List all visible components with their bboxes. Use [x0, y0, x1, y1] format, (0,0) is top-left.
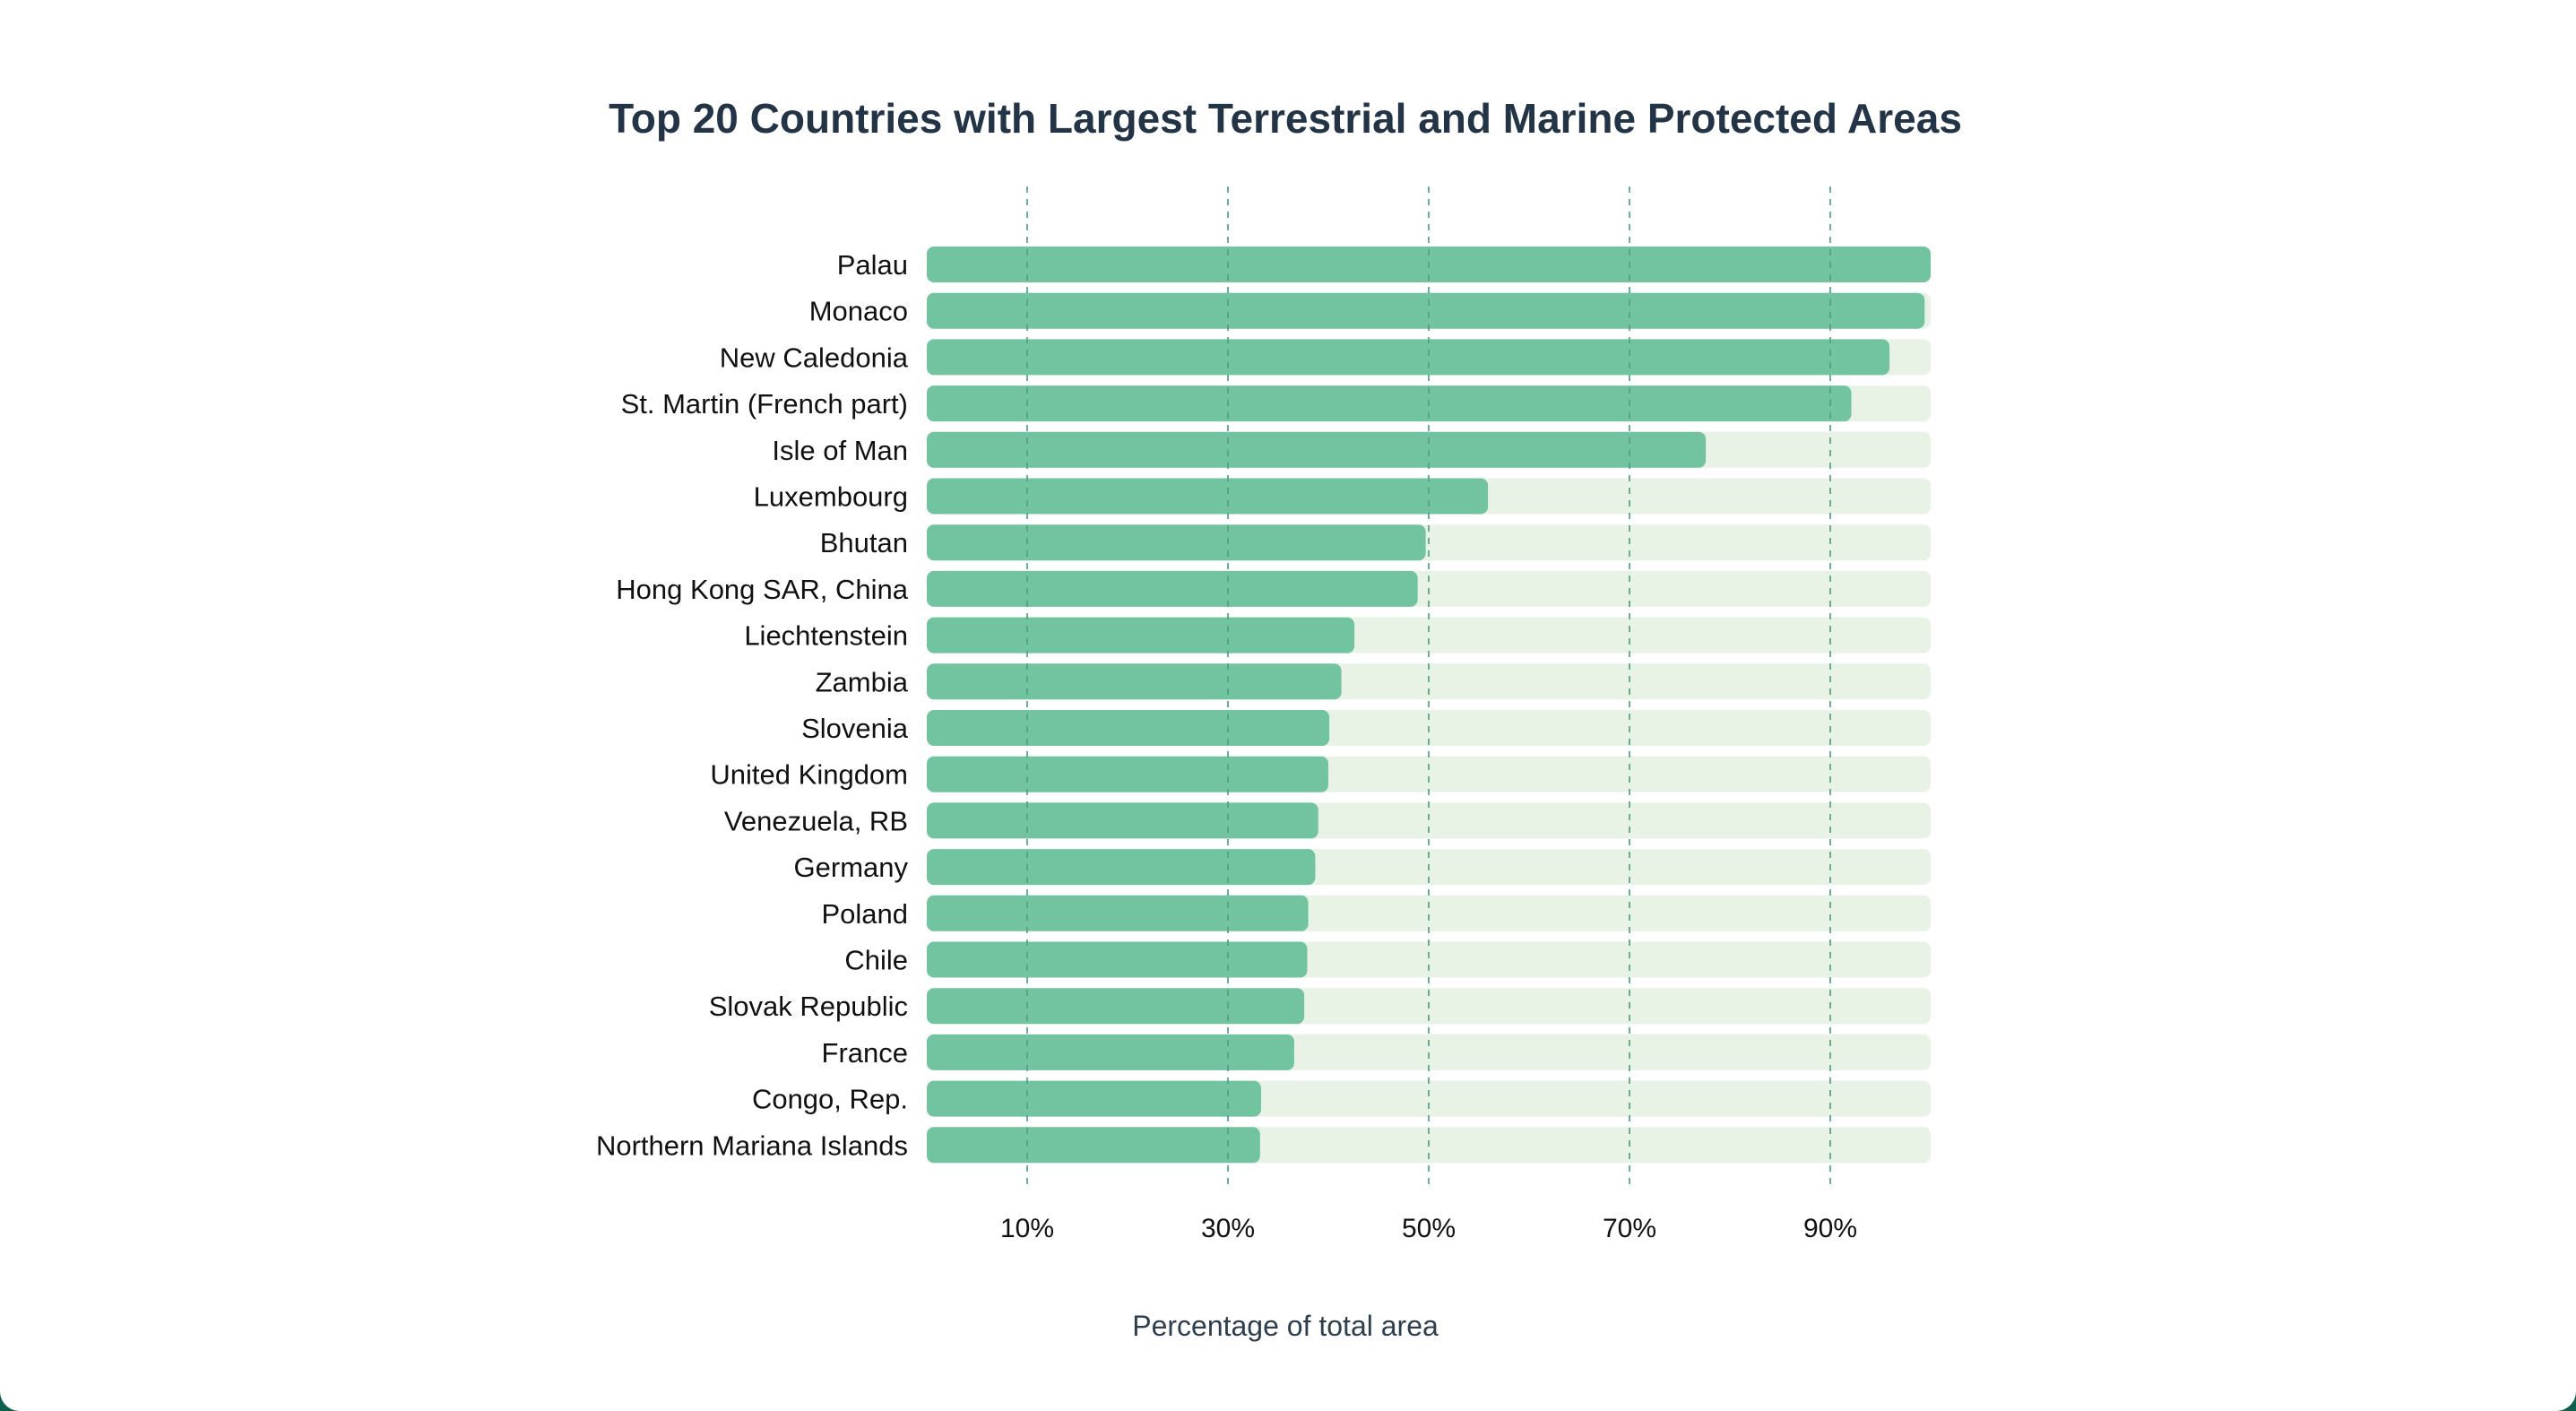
bar: [927, 988, 1305, 1025]
category-label: Chile: [844, 945, 908, 976]
category-label: Slovenia: [801, 713, 909, 744]
bar: [927, 385, 1852, 422]
category-label: United Kingdom: [710, 759, 908, 791]
bar: [927, 431, 1707, 468]
category-label: Germany: [794, 852, 909, 883]
bar: [927, 339, 1890, 376]
bar: [927, 478, 1489, 515]
x-tick-label: 70%: [1603, 1214, 1656, 1243]
category-label: Venezuela, RB: [724, 805, 908, 836]
category-label: Bhutan: [820, 527, 908, 558]
category-label: Monaco: [809, 296, 908, 327]
category-label: Isle of Man: [772, 435, 908, 466]
category-label: Palau: [837, 249, 908, 281]
bar: [927, 802, 1318, 839]
x-tick-label: 90%: [1803, 1214, 1857, 1243]
x-axis-title: Percentage of total area: [1132, 1310, 1439, 1342]
category-label: Congo, Rep.: [752, 1084, 908, 1115]
category-label: Luxembourg: [754, 481, 908, 513]
bar: [927, 1080, 1261, 1117]
gridlines: [1026, 186, 1831, 1185]
chart-title: Top 20 Countries with Largest Terrestria…: [609, 95, 1962, 142]
category-label: Hong Kong SAR, China: [616, 574, 908, 605]
bar: [927, 1034, 1294, 1070]
x-tick-label: 30%: [1201, 1214, 1255, 1243]
bar: [927, 710, 1330, 746]
bar: [927, 617, 1355, 654]
x-tick-label: 50%: [1402, 1214, 1456, 1243]
category-label: France: [822, 1037, 908, 1069]
category-label: Slovak Republic: [709, 991, 908, 1022]
category-labels: Palau Monaco New Caledonia St. Martin (Fren…: [596, 249, 909, 1161]
x-tick-label: 10%: [1000, 1214, 1054, 1243]
bar: [927, 663, 1342, 700]
category-label: Northern Mariana Islands: [596, 1130, 908, 1161]
bar: [927, 292, 1925, 329]
category-label: St. Martin (French part): [621, 388, 908, 420]
bar: [927, 895, 1309, 931]
bar: [927, 524, 1426, 561]
category-label: Poland: [821, 898, 908, 930]
bar: [927, 849, 1316, 886]
category-label: New Caledonia: [720, 342, 909, 373]
x-tick-labels: 10% 30% 50% 70% 90%: [1000, 1214, 1857, 1243]
bar: [927, 941, 1308, 978]
category-label: Liechtenstein: [744, 620, 908, 652]
category-label: Zambia: [816, 666, 909, 697]
bar: [927, 570, 1418, 607]
bar: [927, 1127, 1260, 1164]
bar: [927, 756, 1328, 792]
